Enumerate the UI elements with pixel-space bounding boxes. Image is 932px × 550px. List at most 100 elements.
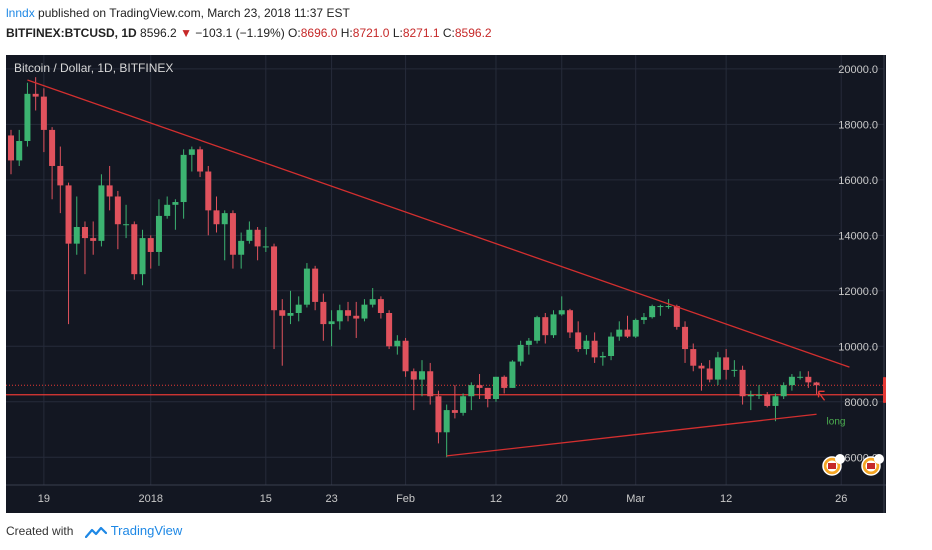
chart-title: Bitcoin / Dollar, 1D, BITFINEX xyxy=(14,61,174,75)
candle-body xyxy=(451,410,458,413)
candle-body xyxy=(731,369,738,371)
candle-body xyxy=(566,310,573,333)
chart-background xyxy=(6,55,886,513)
tradingview-logo-icon xyxy=(84,526,107,538)
candle-body xyxy=(377,299,384,313)
candle-body xyxy=(517,344,524,362)
created-with-text: Created with xyxy=(6,524,74,538)
candle-body xyxy=(690,349,697,366)
candle-body xyxy=(229,213,236,255)
down-arrow-icon: ▼ xyxy=(180,26,192,40)
candle-body xyxy=(328,321,335,325)
x-tick-label: 19 xyxy=(38,493,50,505)
candle-body xyxy=(747,394,754,397)
x-tick-label: 26 xyxy=(835,493,847,505)
candle-body xyxy=(443,410,450,433)
candle-body xyxy=(706,368,713,380)
candle-body xyxy=(114,196,121,225)
candle-body xyxy=(714,357,721,380)
candle-body xyxy=(419,371,425,380)
price-label-marker xyxy=(883,377,885,394)
y-tick-label: 12000.0 xyxy=(838,286,878,298)
candle-body xyxy=(698,365,705,369)
candle-body xyxy=(410,371,417,380)
low-label: L: xyxy=(392,26,403,40)
annotation-long: long xyxy=(827,416,846,427)
candle-body xyxy=(492,376,499,399)
candle-body xyxy=(756,394,763,396)
candle-body xyxy=(164,204,171,216)
candle-body xyxy=(73,227,80,244)
candle-body xyxy=(123,224,130,226)
close-value: 8596.2 xyxy=(454,26,492,40)
candle-body xyxy=(394,340,401,347)
candle-body xyxy=(780,385,787,397)
symbol-line: BITFINEX:BTCUSD, 1D 8596.2 ▼ −103.1 (−1.… xyxy=(6,26,492,40)
open-label: O: xyxy=(288,26,301,40)
candle-body xyxy=(525,340,532,345)
candle-body xyxy=(320,301,327,325)
y-tick-label: 14000.0 xyxy=(838,230,878,242)
x-tick-label: 20 xyxy=(556,493,568,505)
candle-body xyxy=(8,135,14,161)
candle-body xyxy=(188,149,195,155)
candle-body xyxy=(361,304,368,319)
candle-body xyxy=(739,369,746,397)
high-label: H: xyxy=(340,26,353,40)
x-tick-label: Mar xyxy=(626,493,645,505)
arrow-head-icon xyxy=(817,390,825,398)
y-tick-label: 16000.0 xyxy=(838,175,878,187)
candle-body xyxy=(805,376,812,383)
y-tick-label: 20000.0 xyxy=(838,64,878,76)
candle-body xyxy=(772,396,779,406)
price-change: −103.1 (−1.19%) xyxy=(195,26,285,40)
candle-body xyxy=(90,238,97,241)
last-price: 8596.2 xyxy=(140,26,177,40)
candle-body xyxy=(139,238,146,275)
candle-body xyxy=(246,229,253,241)
event-badge-icon-count xyxy=(874,454,884,464)
candle-body xyxy=(624,329,631,337)
candle-body xyxy=(501,376,508,388)
candle-body xyxy=(591,340,598,358)
candle-body xyxy=(476,385,483,388)
event-badge-icon-flag xyxy=(867,463,875,469)
candle-body xyxy=(616,329,623,337)
chart-canvas[interactable]: 6000.08000.010000.012000.014000.016000.0… xyxy=(6,55,886,513)
candle-body xyxy=(608,336,615,356)
candle-body xyxy=(287,313,294,316)
price-label-marker xyxy=(883,386,885,403)
candle-body xyxy=(460,396,467,413)
candle-body xyxy=(262,246,269,248)
y-tick-label: 18000.0 xyxy=(838,119,878,131)
x-tick-label: 15 xyxy=(260,493,272,505)
candle-body xyxy=(484,387,491,399)
candle-body xyxy=(98,185,105,241)
candle-body xyxy=(599,356,606,358)
candle-body xyxy=(435,396,442,433)
candle-body xyxy=(657,306,664,308)
tradingview-brand[interactable]: TradingView xyxy=(110,523,183,538)
y-tick-label: 10000.0 xyxy=(838,341,878,353)
candle-body xyxy=(542,317,549,336)
author-link[interactable]: lnndx xyxy=(6,6,35,20)
candle-body xyxy=(172,202,179,205)
price-chart[interactable]: 6000.0 8000.0 10000.0 12000.0 14000.0 16000.0… xyxy=(6,55,886,513)
candle-body xyxy=(40,96,47,130)
candle-body xyxy=(271,246,278,311)
candle-body xyxy=(468,385,475,397)
candle-body xyxy=(345,310,352,316)
published-text: published on TradingView.com, March 23, … xyxy=(38,6,350,20)
candle-body xyxy=(336,310,343,322)
candle-body xyxy=(427,371,434,397)
published-line: lnndx published on TradingView.com, Marc… xyxy=(6,6,350,20)
candle-body xyxy=(254,229,261,247)
candle-body xyxy=(550,314,557,336)
x-tick-label: 23 xyxy=(325,493,337,505)
candle-body xyxy=(81,227,88,239)
footer: Created with TradingView xyxy=(6,523,182,538)
candle-body xyxy=(147,238,154,252)
event-badge-icon-flag xyxy=(828,463,836,469)
x-tick-label: Feb xyxy=(396,493,415,505)
candle-body xyxy=(205,171,212,211)
